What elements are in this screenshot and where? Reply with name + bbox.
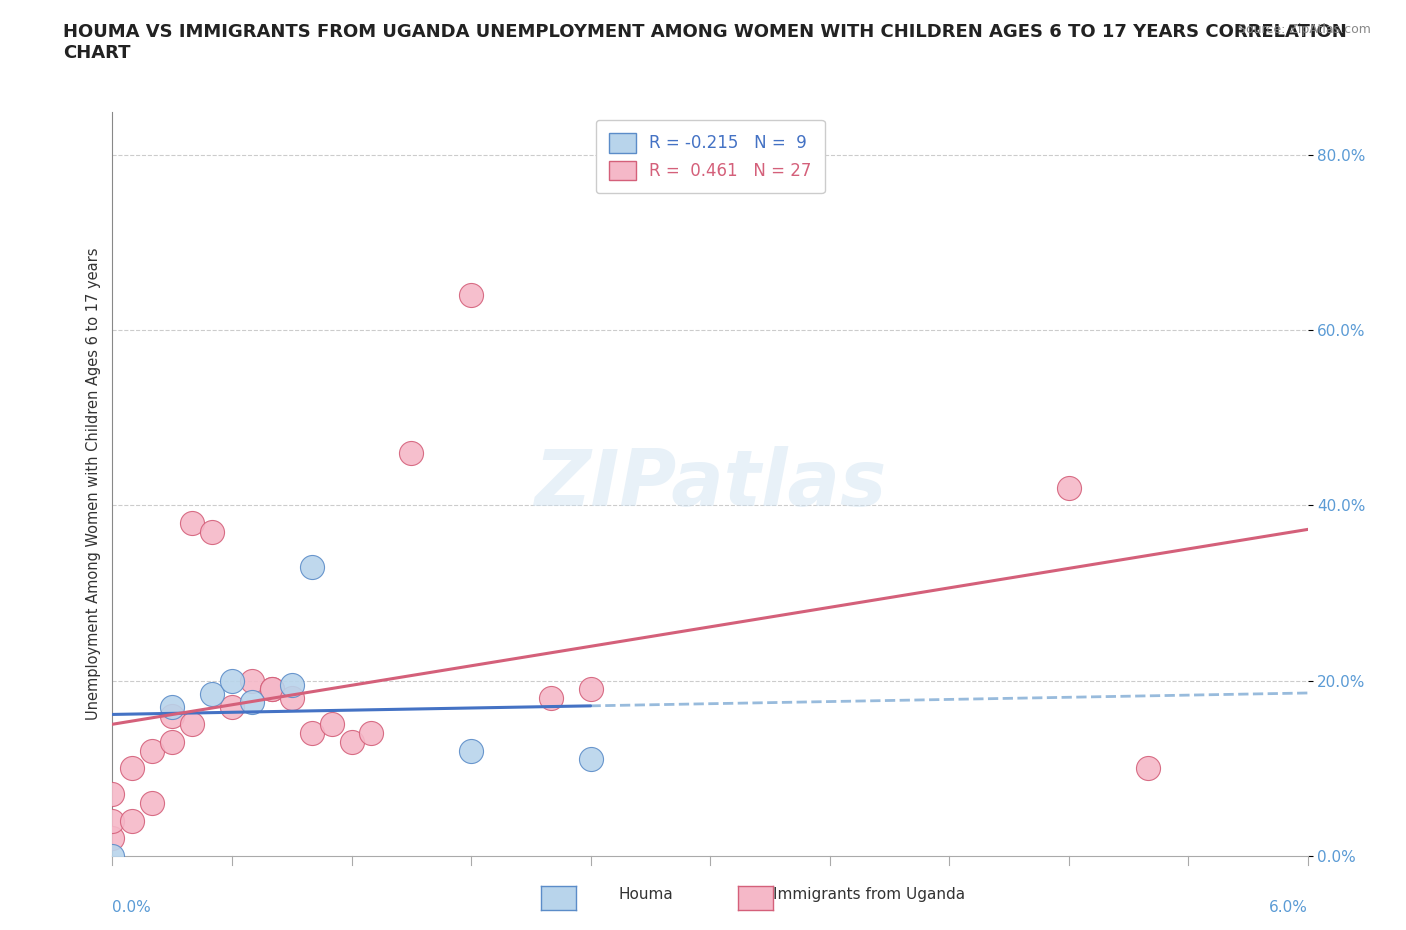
Point — [181, 717, 204, 732]
Point — [162, 699, 183, 714]
Point — [340, 735, 363, 750]
Point — [162, 735, 183, 750]
Point — [181, 515, 204, 530]
Point — [162, 708, 183, 723]
Point — [460, 743, 482, 758]
Point — [579, 682, 602, 697]
Legend: R = -0.215   N =  9, R =  0.461   N = 27: R = -0.215 N = 9, R = 0.461 N = 27 — [596, 120, 824, 193]
Point — [240, 673, 263, 688]
Point — [321, 717, 343, 732]
Point — [1137, 761, 1160, 776]
Point — [301, 559, 323, 574]
Text: Source: ZipAtlas.com: Source: ZipAtlas.com — [1237, 23, 1371, 36]
Point — [101, 848, 124, 863]
Point — [1057, 481, 1080, 496]
Point — [401, 445, 423, 460]
Point — [281, 691, 304, 706]
Point — [460, 288, 482, 303]
Point — [121, 761, 143, 776]
Point — [141, 743, 163, 758]
Text: 0.0%: 0.0% — [112, 900, 152, 915]
Text: 6.0%: 6.0% — [1268, 900, 1308, 915]
Point — [260, 682, 283, 697]
Point — [360, 725, 382, 740]
Point — [301, 725, 323, 740]
Point — [221, 699, 243, 714]
Point — [201, 686, 224, 701]
Point — [540, 691, 562, 706]
Text: ZIPatlas: ZIPatlas — [534, 445, 886, 522]
Point — [260, 682, 283, 697]
Point — [101, 813, 124, 828]
Text: Immigrants from Uganda: Immigrants from Uganda — [773, 887, 966, 902]
Point — [281, 677, 304, 692]
Point — [201, 525, 224, 539]
Point — [221, 673, 243, 688]
Y-axis label: Unemployment Among Women with Children Ages 6 to 17 years: Unemployment Among Women with Children A… — [86, 247, 101, 720]
Point — [141, 796, 163, 811]
Text: HOUMA VS IMMIGRANTS FROM UGANDA UNEMPLOYMENT AMONG WOMEN WITH CHILDREN AGES 6 TO: HOUMA VS IMMIGRANTS FROM UGANDA UNEMPLOY… — [63, 23, 1347, 62]
Point — [101, 787, 124, 802]
Text: Houma: Houma — [619, 887, 673, 902]
Point — [101, 830, 124, 845]
Point — [579, 751, 602, 766]
Point — [240, 695, 263, 710]
Point — [121, 813, 143, 828]
